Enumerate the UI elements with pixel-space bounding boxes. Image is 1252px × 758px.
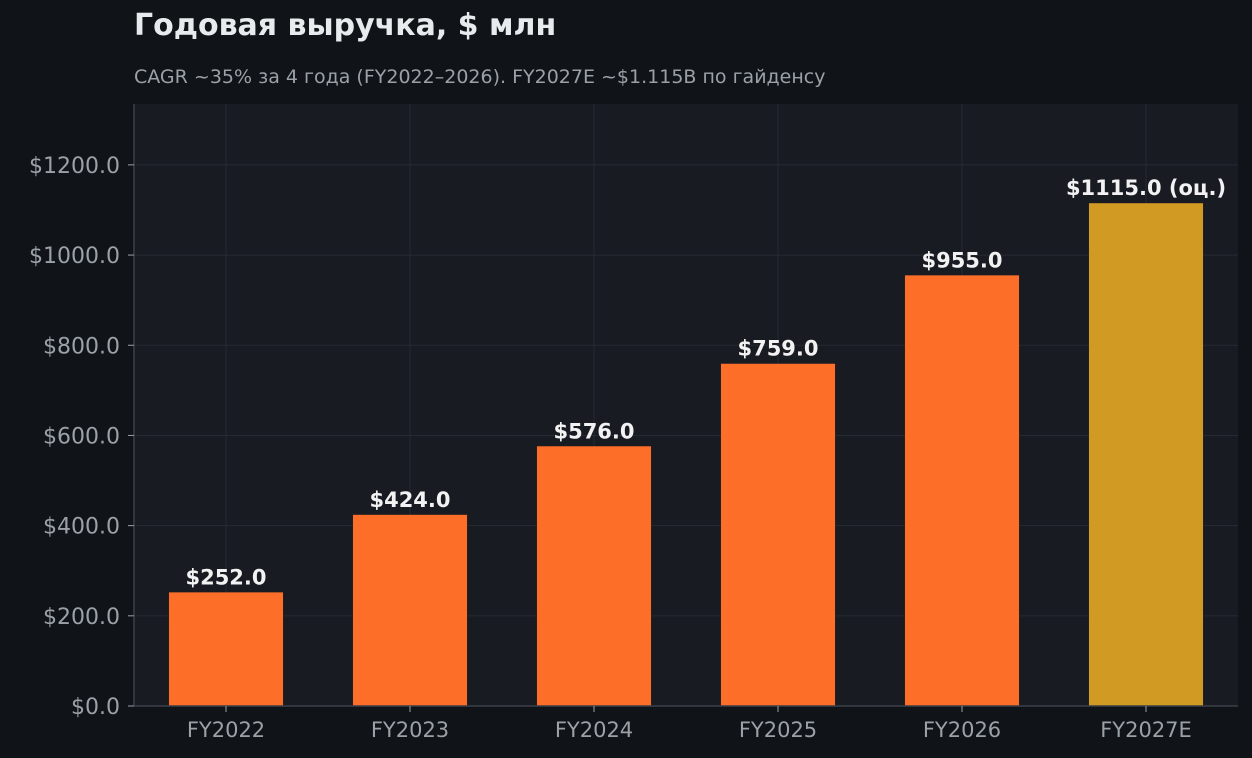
x-tick-label: FY2023 [371,718,449,742]
y-tick-label: $200.0 [43,605,120,630]
x-tick-label: FY2027E [1100,718,1192,742]
data-label: $759.0 [737,337,818,361]
data-label: $252.0 [185,565,266,589]
x-tick-label: FY2024 [555,718,633,742]
data-label: $576.0 [553,419,634,443]
plot-area [134,104,1238,706]
bar-fy2024[interactable] [536,446,652,706]
data-label: $424.0 [369,488,450,512]
y-tick-label: $1000.0 [29,244,120,269]
y-tick-label: $0.0 [71,695,120,720]
x-tick-label: FY2026 [923,718,1001,742]
y-tick-label: $400.0 [43,515,120,540]
data-label: $1115.0 (оц.) [1066,176,1226,200]
y-tick-label: $600.0 [43,424,120,449]
chart-subtitle: CAGR ~35% за 4 года (FY2022–2026). FY202… [134,66,826,88]
bar-fy2025[interactable] [720,363,836,706]
chart-title: Годовая выручка, $ млн [134,8,557,43]
bar-fy2027e[interactable] [1088,203,1204,706]
data-label: $955.0 [921,248,1002,272]
x-tick-label: FY2025 [739,718,817,742]
bar-fy2026[interactable] [904,275,1020,706]
bar-fy2023[interactable] [352,514,468,706]
y-tick-label: $800.0 [43,334,120,359]
x-tick-label: FY2022 [187,718,265,742]
y-tick-label: $1200.0 [29,154,120,179]
bar-fy2022[interactable] [168,592,284,706]
